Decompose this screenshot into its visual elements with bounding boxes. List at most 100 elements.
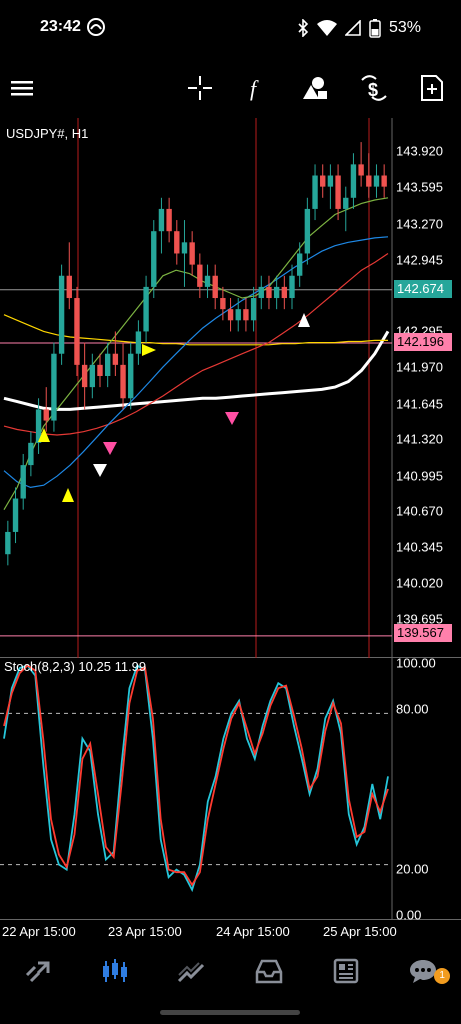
candle-body bbox=[81, 364, 88, 388]
battery-percent: 53% bbox=[388, 19, 421, 36]
candle-body bbox=[373, 175, 380, 187]
nav-history[interactable] bbox=[230, 944, 307, 998]
candle-body bbox=[43, 409, 49, 421]
function-icon: f bbox=[250, 76, 259, 101]
price-tick: 141.320 bbox=[396, 431, 443, 447]
nav-messages[interactable]: 1 bbox=[384, 944, 461, 998]
candle-body bbox=[335, 175, 341, 209]
moving-average-line bbox=[3, 197, 389, 511]
price-tick: 143.270 bbox=[396, 216, 443, 232]
stochastic-tick: 0.00 bbox=[396, 907, 422, 923]
new-chart-button[interactable] bbox=[416, 72, 448, 104]
candle-body bbox=[135, 331, 142, 354]
candle-body bbox=[89, 364, 96, 388]
stochastic-tick: 80.00 bbox=[396, 701, 429, 717]
objects-button[interactable] bbox=[299, 72, 331, 104]
candle-body bbox=[166, 208, 172, 232]
level-price-tag: 142.196 bbox=[394, 333, 452, 351]
crosshair-button[interactable] bbox=[184, 72, 216, 104]
news-icon bbox=[333, 958, 358, 984]
nav-news[interactable] bbox=[307, 944, 384, 998]
message-badge: 1 bbox=[434, 968, 451, 984]
trade-arrow bbox=[298, 313, 310, 327]
candle-body bbox=[189, 242, 195, 265]
candle-body bbox=[312, 175, 318, 209]
nav-quotes[interactable] bbox=[0, 944, 77, 998]
candle-body bbox=[243, 309, 249, 321]
candle-body bbox=[28, 442, 34, 466]
candle-body bbox=[97, 364, 103, 376]
add-chart-icon bbox=[421, 75, 443, 101]
status-time: 23:42 bbox=[40, 18, 81, 35]
signal-icon bbox=[344, 20, 361, 36]
wifi-icon bbox=[316, 20, 337, 36]
candle-body bbox=[58, 275, 65, 354]
stochastic-tick: 20.00 bbox=[396, 861, 429, 877]
price-chart[interactable] bbox=[0, 118, 461, 658]
candle-body bbox=[235, 309, 241, 321]
trade-arrow bbox=[93, 464, 107, 477]
moving-average-line bbox=[3, 314, 388, 346]
trade-arrow bbox=[142, 344, 156, 356]
candle-body bbox=[5, 531, 11, 555]
trade-arrow bbox=[225, 412, 239, 425]
time-tick: 25 Apr 15:00 bbox=[323, 924, 397, 939]
candle-body bbox=[381, 175, 387, 187]
candle-body bbox=[281, 286, 288, 299]
stochastic-background bbox=[0, 658, 392, 920]
candle-body bbox=[320, 175, 326, 187]
stop-price-tag: 139.567 bbox=[394, 624, 452, 642]
stochastic-signal-line bbox=[3, 664, 389, 887]
home-indicator bbox=[160, 1010, 300, 1015]
menu-icon bbox=[11, 81, 33, 96]
chat-icon bbox=[409, 960, 436, 983]
candle-body bbox=[350, 164, 357, 198]
symbols-button[interactable]: $ bbox=[358, 72, 390, 104]
time-axis: 22 Apr 15:00 23 Apr 15:00 24 Apr 15:00 2… bbox=[0, 920, 461, 944]
candle-body bbox=[197, 264, 203, 287]
symbol-dollar-icon: $ bbox=[361, 75, 387, 101]
price-axis: 143.920 143.595 143.270 142.945 142.295 … bbox=[392, 118, 461, 658]
nav-trade[interactable] bbox=[154, 944, 231, 998]
candle-body bbox=[151, 231, 157, 287]
price-tick: 140.670 bbox=[396, 503, 443, 519]
time-tick: 24 Apr 15:00 bbox=[216, 924, 290, 939]
candle-body bbox=[204, 275, 211, 287]
stochastic-axis: 100.00 80.00 20.00 0.00 bbox=[392, 655, 461, 923]
candle-body bbox=[112, 353, 119, 365]
time-tick: 23 Apr 15:00 bbox=[108, 924, 182, 939]
stochastic-chart[interactable] bbox=[0, 658, 461, 920]
price-tick: 142.945 bbox=[396, 252, 443, 268]
candle-body bbox=[227, 309, 234, 321]
menu-button[interactable] bbox=[6, 72, 38, 104]
candle-body bbox=[35, 409, 42, 443]
candle-body bbox=[66, 275, 72, 299]
nav-chart[interactable] bbox=[77, 944, 154, 998]
candle-body bbox=[343, 197, 349, 209]
price-tick: 140.995 bbox=[396, 468, 443, 484]
bluetooth-icon bbox=[298, 19, 309, 37]
candle-body bbox=[266, 286, 272, 299]
candle-body bbox=[143, 286, 149, 332]
trade-icon bbox=[178, 962, 205, 983]
status-bar: 23:42 53% bbox=[0, 0, 461, 56]
candles-icon bbox=[103, 959, 128, 982]
chart-toolbar: f $ bbox=[0, 60, 461, 116]
trade-arrow bbox=[103, 442, 117, 455]
moving-average-line bbox=[3, 253, 389, 436]
svg-text:$: $ bbox=[368, 80, 378, 100]
candle-body bbox=[289, 275, 295, 299]
trade-arrow bbox=[38, 428, 50, 442]
candle-body bbox=[358, 164, 364, 176]
price-tick: 141.970 bbox=[396, 359, 443, 375]
indicators-button[interactable]: f bbox=[240, 72, 272, 104]
time-tick: 22 Apr 15:00 bbox=[2, 924, 76, 939]
price-tick: 141.645 bbox=[396, 396, 443, 412]
stochastic-tick: 100.00 bbox=[396, 655, 436, 671]
symbol-label: USDJPY#, H1 bbox=[6, 126, 89, 141]
candle-body bbox=[174, 231, 180, 254]
price-tick: 143.595 bbox=[396, 179, 443, 195]
quotes-icon bbox=[26, 961, 50, 983]
inbox-icon bbox=[255, 959, 283, 984]
candle-body bbox=[273, 286, 280, 299]
